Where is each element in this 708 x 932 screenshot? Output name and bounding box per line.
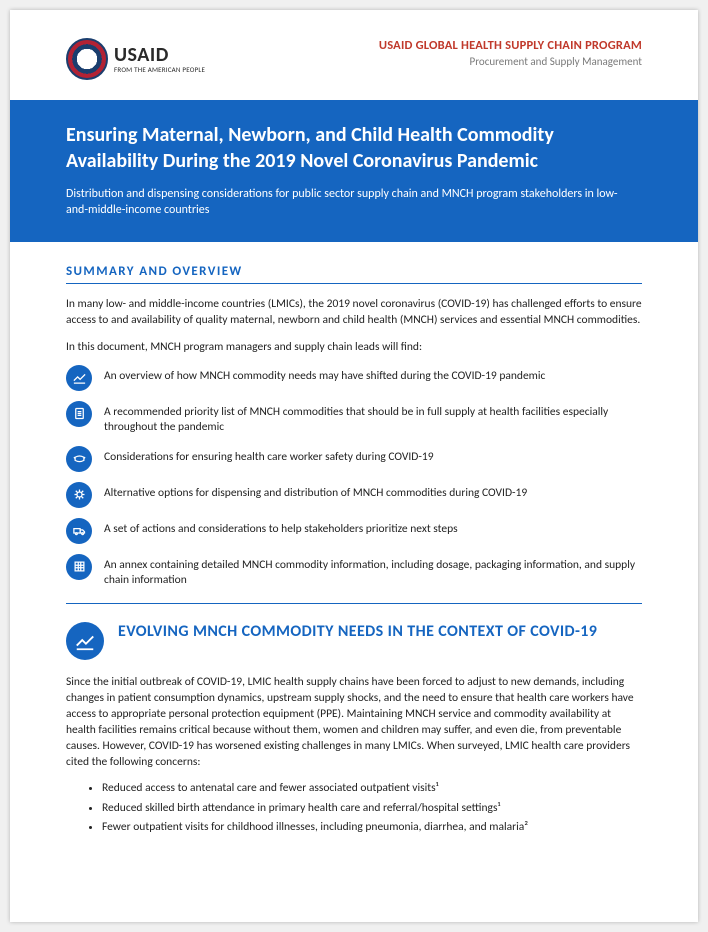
list-item: An annex containing detailed MNCH commod… [66,554,642,589]
list-item-text: A set of actions and considerations to h… [104,518,458,538]
program-title: USAID GLOBAL HEALTH SUPPLY CHAIN PROGRAM [379,38,642,53]
list-item-text: A recommended priority list of MNCH comm… [104,401,642,436]
bullet-item: Reduced access to antenatal care and few… [102,780,642,797]
chart-icon [66,365,92,391]
summary-para-2: In this document, MNCH program managers … [66,339,642,355]
list-item: Alternative options for dispensing and d… [66,482,642,508]
summary-heading: SUMMARY AND OVERVIEW [66,264,642,284]
document-subtitle: Distribution and dispensing consideratio… [66,186,626,218]
list-item: Considerations for ensuring health care … [66,446,642,472]
bullet-item: Fewer outpatient visits for childhood il… [102,819,642,836]
list-item-text: An overview of how MNCH commodity needs … [104,365,545,385]
bullet-item: Reduced skilled birth attendance in prim… [102,800,642,817]
header: USAID FROM THE AMERICAN PEOPLE USAID GLO… [10,10,698,90]
mask-icon [66,446,92,472]
list-item-text: Considerations for ensuring health care … [104,446,434,466]
usaid-logo: USAID FROM THE AMERICAN PEOPLE [66,38,205,80]
clipboard-icon [66,401,92,427]
seal-icon [66,38,108,80]
program-block: USAID GLOBAL HEALTH SUPPLY CHAIN PROGRAM… [379,38,642,68]
section-2-title: EVOLVING MNCH COMMODITY NEEDS IN THE CON… [118,622,597,642]
document-title: Ensuring Maternal, Newborn, and Child He… [66,122,642,174]
chart-icon [66,622,104,660]
body: SUMMARY AND OVERVIEW In many low- and mi… [10,242,698,836]
logo-text: USAID FROM THE AMERICAN PEOPLE [114,45,205,74]
list-item: An overview of how MNCH commodity needs … [66,365,642,391]
concern-bullets: Reduced access to antenatal care and few… [102,780,642,836]
divider [66,603,642,604]
virus-icon [66,482,92,508]
summary-para-1: In many low- and middle-income countries… [66,296,642,328]
section-2-header: EVOLVING MNCH COMMODITY NEEDS IN THE CON… [66,622,642,660]
program-sub: Procurement and Supply Management [379,55,642,68]
list-item-text: An annex containing detailed MNCH commod… [104,554,642,589]
logo-small: FROM THE AMERICAN PEOPLE [114,65,205,74]
list-item: A set of actions and considerations to h… [66,518,642,544]
logo-big: USAID [114,45,205,65]
list-item: A recommended priority list of MNCH comm… [66,401,642,436]
section-2-para: Since the initial outbreak of COVID-19, … [66,674,642,771]
truck-icon [66,518,92,544]
list-item-text: Alternative options for dispensing and d… [104,482,527,502]
summary-icon-list: An overview of how MNCH commodity needs … [66,365,642,589]
title-banner: Ensuring Maternal, Newborn, and Child He… [10,100,698,242]
grid-icon [66,554,92,580]
page: USAID FROM THE AMERICAN PEOPLE USAID GLO… [10,10,698,922]
